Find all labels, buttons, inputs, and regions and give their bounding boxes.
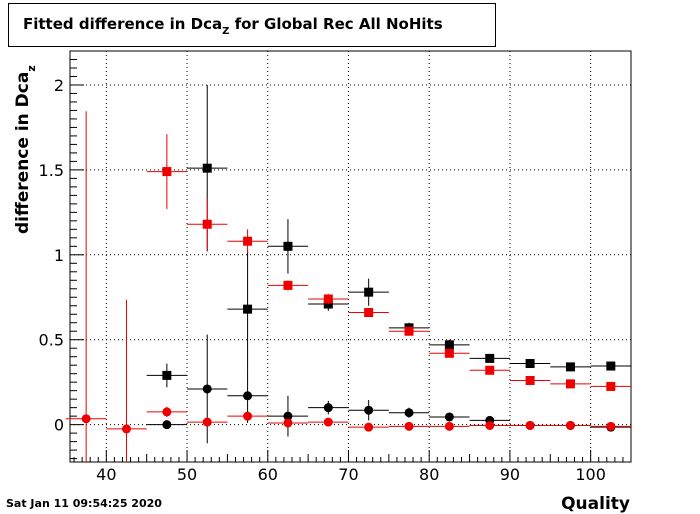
plot-frame	[69, 50, 632, 463]
data-point	[283, 411, 293, 421]
series-3	[65, 111, 631, 462]
data-point	[162, 420, 172, 430]
data-point	[162, 407, 172, 417]
data-point	[565, 420, 575, 430]
data-point	[81, 414, 91, 424]
data-point	[485, 365, 495, 375]
y-axis-title-subscript: z	[25, 65, 38, 71]
data-series	[65, 84, 631, 462]
data-point	[444, 412, 454, 422]
data-point	[404, 408, 414, 418]
data-point	[162, 370, 172, 380]
chart-title-main: Fitted difference in Dca	[23, 15, 223, 33]
axes	[69, 50, 632, 463]
data-point	[283, 280, 293, 290]
data-point	[202, 163, 212, 173]
data-point	[323, 403, 333, 413]
data-point	[283, 241, 293, 251]
data-point	[525, 375, 535, 385]
data-point	[565, 362, 575, 372]
data-point	[162, 167, 172, 177]
x-tick-label: 40	[96, 465, 116, 484]
data-point	[202, 384, 212, 394]
series-1	[146, 134, 631, 391]
x-tick-label: 90	[500, 465, 520, 484]
data-point	[485, 353, 495, 363]
data-point	[243, 236, 253, 246]
data-point	[404, 421, 414, 431]
x-tick-label: 80	[419, 465, 439, 484]
data-point	[122, 424, 132, 434]
data-point	[364, 422, 374, 432]
data-point	[404, 326, 414, 336]
y-tick-label: 0	[54, 416, 64, 435]
y-axis-title: difference in Dcaz	[13, 65, 38, 234]
data-point	[202, 219, 212, 229]
data-point	[606, 381, 616, 391]
y-tick-label: 2	[54, 76, 64, 95]
data-point	[243, 411, 253, 421]
x-tick-label: 50	[177, 465, 197, 484]
data-point	[364, 308, 374, 318]
data-point	[243, 391, 253, 401]
chart-title-suffix: for Global Rec All NoHits	[229, 15, 443, 33]
data-point	[485, 420, 495, 430]
data-point	[364, 405, 374, 415]
data-point	[565, 379, 575, 389]
x-tick-label: 70	[338, 465, 358, 484]
x-axis-title: Quality	[561, 494, 630, 514]
series-0	[146, 84, 631, 388]
y-tick-label: 0.5	[39, 331, 64, 350]
data-point	[606, 421, 616, 431]
axis-labels: 40 50 60 70 80 90 100 0 0.5 1 1.5 2 Quality differenc…	[13, 65, 630, 514]
data-point	[444, 421, 454, 431]
data-point	[283, 418, 293, 428]
chart-title-subscript: Z	[222, 26, 230, 37]
x-tick-label: 100	[575, 465, 606, 484]
chart-title: Fitted difference in DcaZ for Global Rec…	[23, 15, 443, 37]
y-tick-label: 1.5	[39, 161, 64, 180]
data-point	[525, 358, 535, 368]
data-point	[243, 304, 253, 314]
timestamp: Sat Jan 11 09:54:25 2020	[6, 497, 162, 510]
y-tick-label: 1	[54, 246, 64, 265]
data-point	[444, 348, 454, 358]
grid-lines	[70, 51, 631, 462]
data-point	[364, 287, 374, 297]
x-tick-label: 60	[258, 465, 278, 484]
data-point	[606, 361, 616, 371]
chart-title-box: Fitted difference in DcaZ for Global Rec…	[8, 3, 496, 47]
data-point	[444, 340, 454, 350]
data-point	[525, 420, 535, 430]
data-point	[323, 417, 333, 427]
data-point	[202, 417, 212, 427]
data-point	[323, 294, 333, 304]
